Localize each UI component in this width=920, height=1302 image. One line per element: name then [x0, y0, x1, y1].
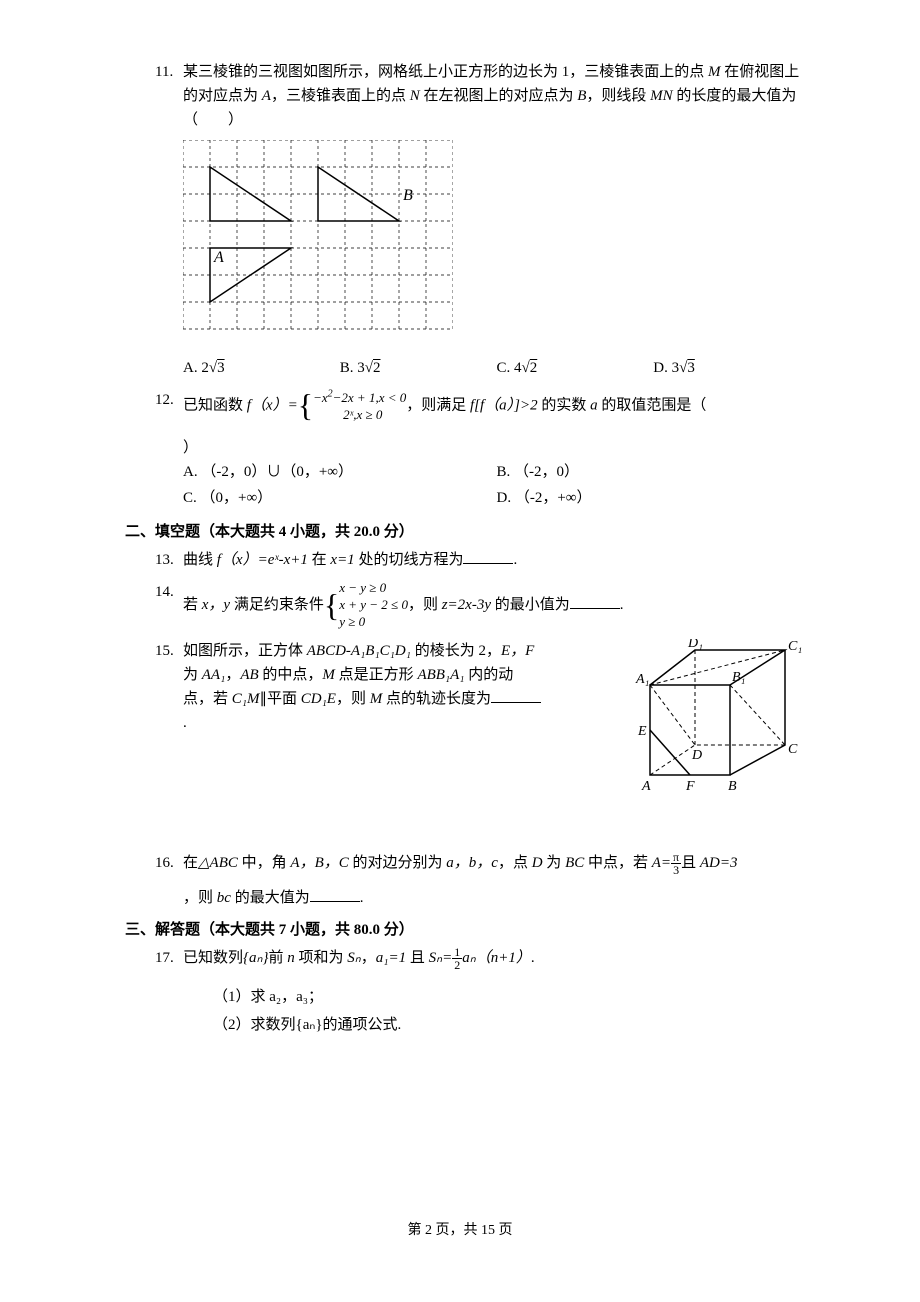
page-footer: 第 2 页，共 15 页 [0, 1220, 920, 1242]
blank-field [491, 688, 541, 703]
q12-piecewise: −x2−2x + 1,x < 0 2ˣ,x ≥ 0 [313, 388, 406, 424]
svg-text:C: C [788, 742, 798, 757]
q11-options: A. 2√3 B. 3√2 C. 4√2 D. 3√3 [183, 356, 810, 380]
question-14: 14. 若 x，y 满足约束条件{ x − y ≥ 0 x + y − 2 ≤ … [155, 580, 810, 631]
svg-text:D₁: D₁ [687, 639, 703, 651]
question-16: 16. 在△ABC 中，角 A，B，C 的对边分别为 a，b，c，点 D 为 B… [155, 851, 810, 910]
q11-opt-b: B. 3√2 [340, 356, 497, 380]
blank-field [570, 594, 620, 609]
q12-num: 12. [155, 388, 183, 512]
svg-text:B: B [403, 187, 413, 204]
q14-body: 若 x，y 满足约束条件{ x − y ≥ 0 x + y − 2 ≤ 0 y … [183, 580, 810, 631]
section-2-header: 二、填空题（本大题共 4 小题，共 20.0 分） [125, 520, 810, 544]
q11-opt-c: C. 4√2 [497, 356, 654, 380]
svg-text:B: B [728, 779, 737, 794]
q14-num: 14. [155, 580, 183, 631]
q15-num: 15. [155, 639, 183, 813]
q12-body: 已知函数 f（x）={ −x2−2x + 1,x < 0 2ˣ,x ≥ 0 ，则… [183, 388, 810, 512]
q12-text3: 的实数 [538, 398, 591, 414]
q11-MN: MN [650, 88, 673, 104]
fraction: π3 [671, 851, 681, 876]
q12-ffa: f[f（a）]>2 [470, 398, 538, 414]
brace-icon: { [298, 393, 313, 419]
q12-a: a [590, 398, 598, 414]
q11-three-view-figure: B A [183, 140, 810, 348]
svg-text:A: A [213, 249, 224, 266]
q11-text1: 某三棱锥的三视图如图所示，网格纸上小正方形的边长为 1，三棱锥表面上的点 [183, 64, 708, 80]
q15-cube-figure: A F B C D A₁ B₁ C₁ D₁ E [630, 639, 810, 803]
svg-text:A: A [641, 779, 651, 794]
q11-num: 11. [155, 60, 183, 380]
svg-text:A₁: A₁ [635, 672, 649, 687]
q11-N: N [410, 88, 420, 104]
q11-text4: 在左视图上的对应点为 [420, 88, 578, 104]
blank-field [310, 887, 360, 902]
brace-icon: { [324, 593, 339, 619]
q12-fx: f（x）= [247, 398, 298, 414]
q12-opt-a: A. （-2，0）∪（0，+∞） [183, 460, 497, 484]
svg-text:D: D [691, 748, 702, 763]
q14-constraints: x − y ≥ 0 x + y − 2 ≤ 0 y ≥ 0 [339, 580, 408, 631]
q11-M: M [708, 64, 721, 80]
question-15: 15. [155, 639, 810, 813]
q13-body: 曲线 f（x）=eˣ-x+1 在 x=1 处的切线方程为. [183, 548, 810, 572]
q17-body: 已知数列{aₙ}前 n 项和为 Sₙ，a₁=1 且 Sₙ=12aₙ（n+1）. … [183, 946, 810, 1037]
svg-text:C₁: C₁ [788, 639, 802, 654]
section-3-header: 三、解答题（本大题共 7 小题，共 80.0 分） [125, 918, 810, 942]
q11-opt-d: D. 3√3 [653, 356, 810, 380]
blank-field [463, 549, 513, 564]
q12-opt-d: D. （-2，+∞） [497, 486, 811, 510]
q13-num: 13. [155, 548, 183, 572]
q11-text5: ，则线段 [586, 88, 646, 104]
q15-body: A F B C D A₁ B₁ C₁ D₁ E 如图所示，正方体 ABCD-A₁… [183, 639, 810, 813]
q11-A: A [262, 88, 271, 104]
q12-close: ） [183, 436, 810, 460]
fraction: 12 [452, 946, 462, 971]
question-12: 12. 已知函数 f（x）={ −x2−2x + 1,x < 0 2ˣ,x ≥ … [155, 388, 810, 512]
q11-text3: ，三棱锥表面上的点 [271, 88, 410, 104]
svg-text:F: F [685, 779, 695, 794]
q12-text1: 已知函数 [183, 398, 243, 414]
q12-text2: ，则满足 [406, 398, 470, 414]
q12-options: A. （-2，0）∪（0，+∞） B. （-2，0） C. （0，+∞） D. … [183, 460, 810, 512]
q12-text4: 的取值范围是（ [598, 398, 707, 414]
q11-opt-a: A. 2√3 [183, 356, 340, 380]
q12-opt-c: C. （0，+∞） [183, 486, 497, 510]
question-13: 13. 曲线 f（x）=eˣ-x+1 在 x=1 处的切线方程为. [155, 548, 810, 572]
q12-opt-b: B. （-2，0） [497, 460, 811, 484]
q16-num: 16. [155, 851, 183, 910]
q17-sub2: （2）求数列{aₙ}的通项公式. [213, 1013, 810, 1037]
svg-text:B₁: B₁ [732, 670, 745, 685]
svg-text:E: E [637, 724, 647, 739]
q17-sub1: （1）求 a₂，a₃； [213, 985, 810, 1009]
q11-body: 某三棱锥的三视图如图所示，网格纸上小正方形的边长为 1，三棱锥表面上的点 M 在… [183, 60, 810, 380]
question-11: 11. 某三棱锥的三视图如图所示，网格纸上小正方形的边长为 1，三棱锥表面上的点… [155, 60, 810, 380]
question-17: 17. 已知数列{aₙ}前 n 项和为 Sₙ，a₁=1 且 Sₙ=12aₙ（n+… [155, 946, 810, 1037]
q16-body: 在△ABC 中，角 A，B，C 的对边分别为 a，b，c，点 D 为 BC 中点… [183, 851, 810, 910]
q17-num: 17. [155, 946, 183, 1037]
